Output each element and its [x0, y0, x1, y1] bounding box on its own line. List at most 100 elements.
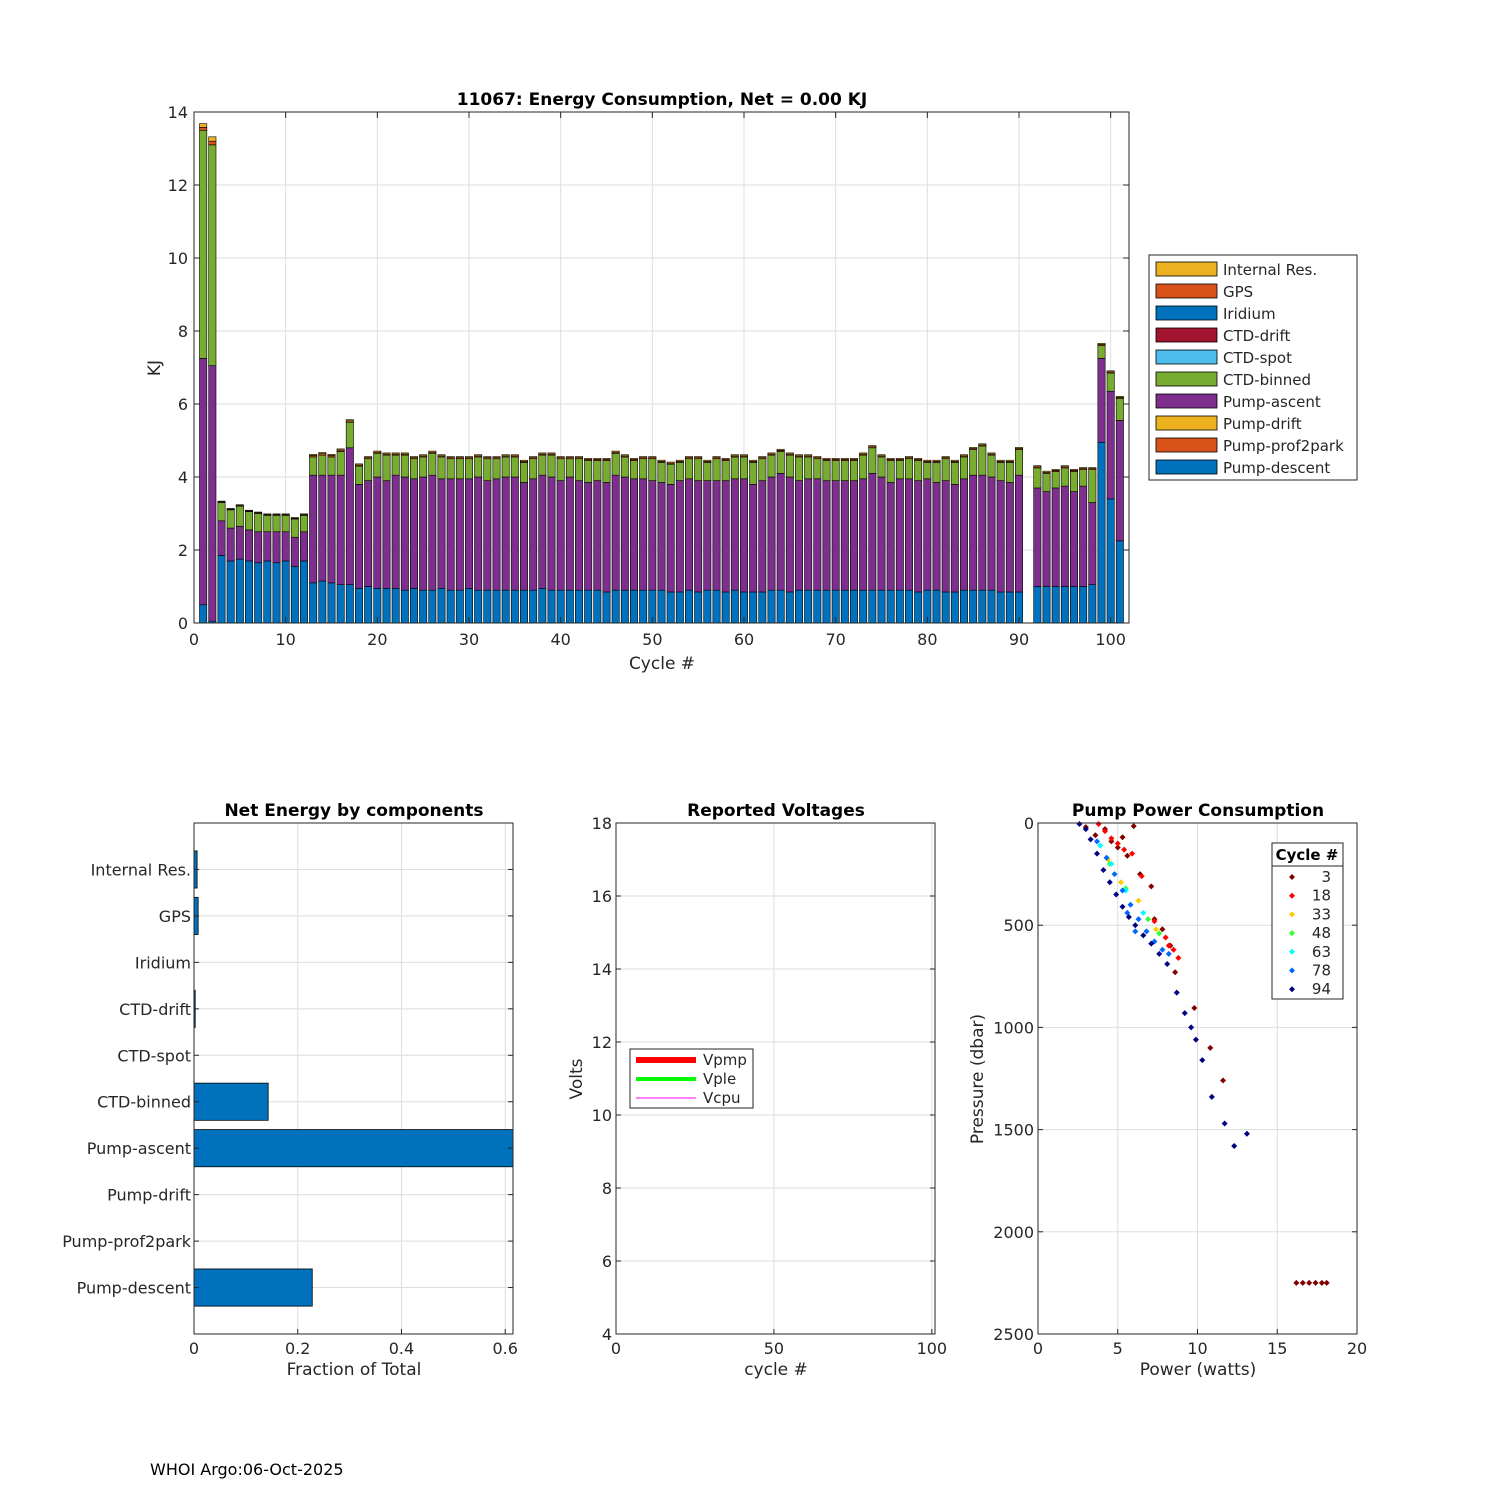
energy-bar-pump_descent: [1042, 586, 1051, 624]
energy-bar-ctd_binned: [785, 454, 794, 478]
energy-bar-pump_descent: [272, 562, 281, 624]
pump-title: Pump Power Consumption: [1072, 801, 1324, 821]
energy-bar-internal_res: [327, 454, 336, 456]
energy-bar-internal_res: [318, 452, 327, 454]
energy-bar-pump_ascent: [602, 482, 611, 593]
energy-bar-pump_ascent: [721, 480, 730, 593]
energy-bar-ctd_binned: [630, 460, 638, 480]
energy-legend-swatch: [1155, 305, 1218, 321]
energy-bar-ctd_binned: [492, 458, 501, 480]
energy-bar-ctd_binned: [767, 454, 776, 478]
energy-bar-ctd_binned: [996, 462, 1005, 481]
components-axes-box: [193, 822, 514, 1335]
energy-bar-internal_res: [941, 456, 950, 458]
components-category-label: CTD-drift: [119, 1000, 191, 1019]
pump-point-cycle-94: [1106, 879, 1113, 886]
energy-bar-pump_ascent: [382, 480, 391, 589]
energy-bar-ctd_binned: [675, 462, 684, 481]
energy-bar-pump_descent: [217, 555, 226, 624]
pump-point-cycle-94: [1243, 1130, 1250, 1137]
energy-bar-internal_res: [813, 456, 822, 458]
energy-bar-pump_ascent: [1070, 491, 1078, 587]
pump-point-cycle-3: [1130, 823, 1137, 830]
energy-bar-pump_descent: [281, 560, 290, 624]
pump-ytick-label: 2000: [993, 1223, 1034, 1242]
energy-bar-pump_descent: [1051, 586, 1060, 624]
components-ticks: 0 0.2 0.4 0.6 Internal Res. GPS Iridium CTD-dri…: [62, 860, 518, 1358]
energy-bar-pump_ascent: [648, 480, 657, 591]
energy-bar-pump_ascent: [960, 478, 968, 591]
energy-bar-pump_ascent: [895, 478, 904, 591]
pump-point-cycle-18: [1165, 942, 1172, 949]
pump-point-cycle-18: [1138, 873, 1145, 880]
energy-bar-internal_res: [217, 500, 226, 503]
energy-bar-pump_descent: [840, 589, 849, 624]
energy-bar-pump_ascent: [208, 365, 217, 622]
energy-bar-internal_res: [969, 447, 978, 449]
energy-bar-pump_ascent: [620, 476, 629, 591]
energy-bar-ctd_binned: [263, 515, 272, 533]
pump-legend-label: 78: [1312, 962, 1331, 980]
energy-bar-pump_descent: [785, 591, 794, 624]
pump-point-cycle-94: [1173, 989, 1180, 996]
energy-bar-internal_res: [611, 450, 620, 453]
energy-bar-internal_res: [895, 458, 904, 460]
energy-bar-internal_res: [776, 448, 785, 451]
pump-point-cycle-33: [1153, 926, 1160, 933]
energy-bar-pump_descent: [721, 591, 730, 624]
energy-bar-internal_res: [290, 517, 299, 519]
energy-legend-swatch: [1155, 283, 1218, 299]
energy-bar-pump_ascent: [859, 478, 868, 591]
components-bar: [193, 1268, 313, 1307]
pump-point-cycle-63: [1122, 887, 1129, 894]
energy-bar-pump_ascent: [336, 474, 345, 585]
energy-bar-internal_res: [960, 454, 968, 457]
energy-bar-pump_ascent: [345, 447, 354, 585]
voltages-ytick-label: 8: [602, 1179, 612, 1198]
energy-bar-internal_res: [474, 454, 483, 457]
energy-bar-ctd_binned: [1015, 449, 1023, 476]
energy-bar-pump_descent: [327, 582, 336, 624]
pump-legend-title: Cycle #: [1276, 846, 1339, 864]
pump-legend-marker: [1289, 986, 1295, 993]
energy-bar-ctd_binned: [1060, 467, 1069, 487]
energy-bar-pump_descent: [547, 589, 556, 624]
energy-bar-pump_ascent: [1051, 487, 1060, 587]
pump-point-cycle-78: [1094, 838, 1101, 845]
pump-ytick-label: 0: [1024, 814, 1034, 833]
energy-bar-internal_res: [868, 445, 877, 448]
pump-legend-label: 48: [1312, 924, 1331, 942]
energy-bar-internal_res: [850, 458, 858, 460]
pump-point-cycle-94: [1076, 821, 1083, 828]
energy-bar-internal_res: [428, 450, 437, 453]
energy-ytick-label: 2: [178, 541, 188, 560]
energy-bar-internal_res: [630, 458, 638, 460]
energy-bar-pump_ascent: [400, 476, 409, 591]
energy-bar-internal_res: [822, 458, 831, 460]
energy-bar-ctd_binned: [804, 456, 813, 480]
energy-bar-ctd_binned: [1070, 471, 1078, 492]
energy-legend-label: Pump-ascent: [1223, 393, 1321, 411]
energy-bar-pump_descent: [804, 589, 813, 624]
energy-legend-label: Pump-drift: [1223, 415, 1302, 433]
energy-bar-ctd_binned: [1005, 462, 1014, 483]
energy-bar-pump_descent: [950, 591, 959, 624]
components-bars: [193, 850, 514, 1307]
components-category-label: Iridium: [135, 953, 191, 972]
pump-power-chart: 0 5 10 15 20 0 500 1000 1500 2000 2500 Pump Power …: [968, 801, 1367, 1380]
energy-legend-swatch: [1155, 261, 1218, 277]
pump-point-cycle-94: [1192, 1036, 1199, 1043]
energy-ytick-label: 12: [168, 176, 188, 195]
energy-bar-pump_descent: [391, 588, 400, 624]
pump-point-cycle-3: [1172, 969, 1179, 976]
energy-bar-internal_res: [767, 452, 776, 455]
pump-legend-label: 63: [1312, 943, 1331, 961]
energy-bar-pump_descent: [382, 588, 391, 624]
energy-ytick-label: 4: [178, 468, 188, 487]
components-category-label: Pump-descent: [77, 1279, 191, 1298]
energy-bar-pump_descent: [602, 591, 611, 624]
energy-bar-ctd_binned: [840, 460, 849, 481]
pump-point-cycle-3: [1159, 926, 1166, 933]
energy-bar-pump_ascent: [593, 480, 602, 591]
